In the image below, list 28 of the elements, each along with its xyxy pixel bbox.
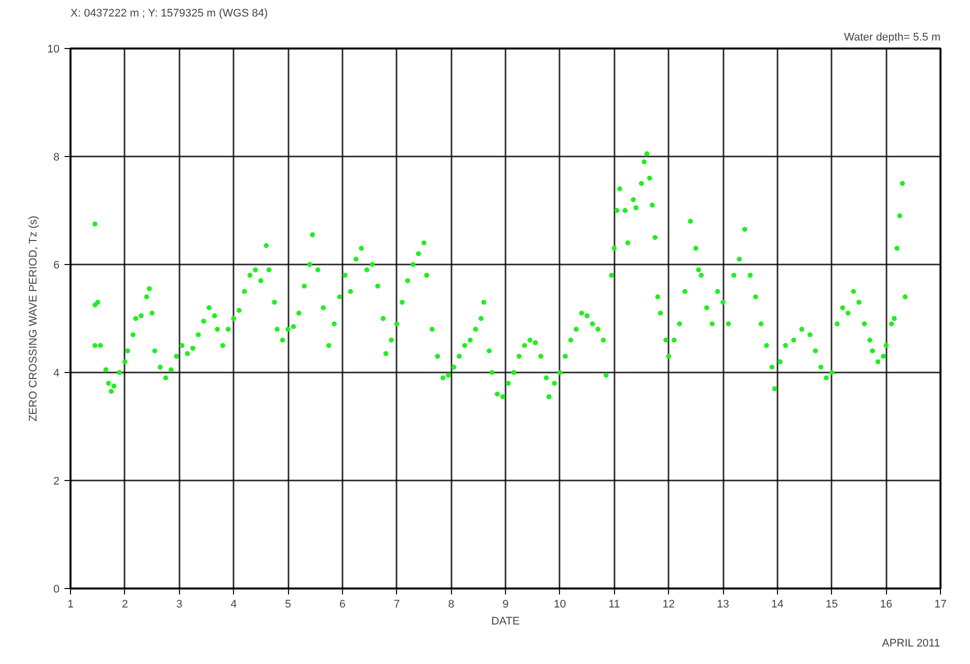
x-tick-label: 13 xyxy=(716,598,730,610)
x-tick-label: 8 xyxy=(448,598,454,610)
y-tick-label: 0 xyxy=(53,584,60,596)
x-tick-label: 16 xyxy=(880,598,892,610)
x-tick-label: 5 xyxy=(284,598,292,610)
x-tick-label: 4 xyxy=(230,598,237,610)
x-tick-label: 15 xyxy=(826,598,838,610)
x-tick-label: 14 xyxy=(771,598,784,610)
x-tick-label: 11 xyxy=(608,598,620,610)
y-tick-label: 4 xyxy=(53,368,60,380)
x-tick-label: 7 xyxy=(394,598,400,610)
x-tick-label: 2 xyxy=(122,598,128,610)
y-tick-label: 8 xyxy=(53,152,60,164)
x-axis-title: DATE xyxy=(491,616,520,628)
x-tick-label: 3 xyxy=(176,598,182,610)
text: Water depth= 5.5 m xyxy=(844,32,941,44)
y-tick-label: 6 xyxy=(53,260,60,272)
y-tick-label: 10 xyxy=(47,44,60,56)
text: APRIL 2011 xyxy=(882,638,940,650)
x-tick-label: 9 xyxy=(502,598,509,610)
y-axis-title: ZERO CROSSING WAVE PERIOD, Tz (s) xyxy=(27,216,40,422)
x-tick-label: 17 xyxy=(934,598,947,610)
x-tick-label: 10 xyxy=(554,598,566,610)
x-tick-label: 1 xyxy=(67,598,74,610)
x-tick-label: 6 xyxy=(339,598,346,610)
chart-title: X: 0437222 m ; Y: 1579325 m (WGS 84) xyxy=(70,8,268,20)
x-tick-label: 12 xyxy=(662,598,675,610)
y-tick-label: 2 xyxy=(53,476,60,488)
